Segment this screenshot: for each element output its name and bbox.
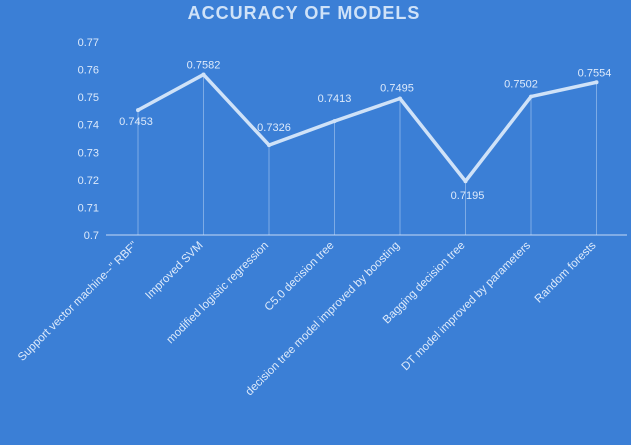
data-point xyxy=(463,179,468,184)
data-label: 0.7554 xyxy=(578,67,612,79)
data-label: 0.7495 xyxy=(380,83,414,95)
y-tick-label: 0.77 xyxy=(78,37,99,49)
x-tick-label: C5.0 decision tree xyxy=(263,240,337,314)
data-label: 0.7502 xyxy=(504,79,538,91)
data-label: 0.7582 xyxy=(187,60,221,72)
y-tick-label: 0.7 xyxy=(84,230,99,242)
data-label: 0.7326 xyxy=(257,122,291,134)
x-tick-label: decision tree model improved by boosting xyxy=(244,240,403,399)
x-tick-label: Improved SVM xyxy=(143,240,205,302)
y-axis-ticks: 0.7 0.71 0.72 0.73 0.74 0.75 0.76 0.77 xyxy=(78,37,99,242)
data-point xyxy=(398,96,402,101)
data-label: 0.7413 xyxy=(318,93,352,105)
x-tick-label: Support vector machine--" RBF" xyxy=(16,240,140,364)
y-tick-label: 0.75 xyxy=(78,92,99,104)
y-tick-label: 0.72 xyxy=(78,175,99,187)
data-labels: 0.7453 0.7582 0.7326 0.7413 0.7495 0.7195 0.75… xyxy=(119,60,611,203)
y-tick-label: 0.73 xyxy=(78,147,99,159)
data-point xyxy=(201,72,206,77)
data-points xyxy=(136,72,599,184)
drop-lines xyxy=(137,74,597,235)
y-tick-label: 0.74 xyxy=(78,120,99,132)
data-point xyxy=(267,143,271,148)
chart-title: ACCURACY OF MODELS xyxy=(188,3,421,23)
data-point xyxy=(529,94,533,99)
x-tick-label: Random forests xyxy=(533,239,599,305)
x-tick-label: DT model improved by parameters xyxy=(400,239,534,373)
y-tick-label: 0.76 xyxy=(78,65,99,77)
series-line xyxy=(137,72,597,183)
data-point xyxy=(332,119,337,124)
data-label: 0.7453 xyxy=(119,116,153,128)
data-point xyxy=(594,80,599,85)
x-axis-ticks: Support vector machine--" RBF" Improved S… xyxy=(16,239,599,398)
data-point xyxy=(136,108,140,113)
data-label: 0.7195 xyxy=(451,190,485,202)
y-tick-label: 0.71 xyxy=(78,202,99,214)
